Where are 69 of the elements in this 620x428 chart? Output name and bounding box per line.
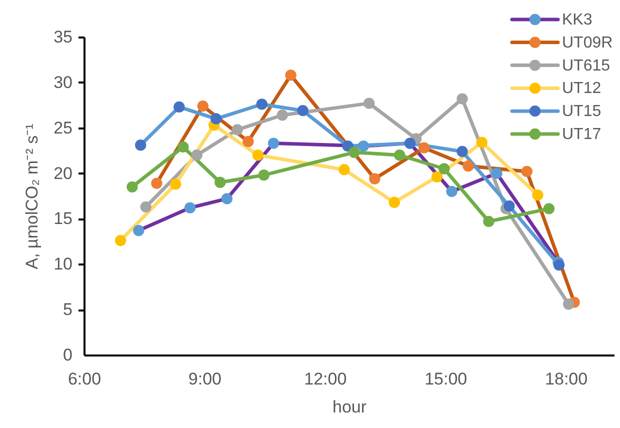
- point: [221, 193, 233, 204]
- point: [363, 98, 375, 109]
- point: [114, 234, 126, 246]
- y-tick-label: 35: [54, 28, 72, 46]
- point: [197, 100, 208, 112]
- point: [256, 98, 268, 110]
- point: [394, 150, 406, 161]
- x-tick-label: 9:00: [188, 370, 222, 388]
- point: [297, 105, 308, 116]
- legend-label: UT17: [562, 126, 602, 143]
- point: [532, 190, 544, 201]
- point: [388, 196, 400, 208]
- legend-label: UT09R: [562, 34, 613, 52]
- point: [184, 202, 196, 214]
- point: [476, 136, 488, 148]
- point: [285, 70, 296, 81]
- point: [151, 178, 162, 189]
- y-tick-label: 10: [54, 254, 72, 274]
- x-tick-label: 6:00: [68, 370, 102, 388]
- legend-label: UT12: [562, 80, 602, 98]
- point: [456, 146, 468, 158]
- x-tick-label: 18:00: [545, 370, 588, 388]
- point: [418, 142, 430, 154]
- legend-label: KK3: [562, 12, 592, 28]
- y-tick-label: 30: [54, 72, 72, 92]
- y-tick-label: 20: [54, 164, 72, 183]
- point: [140, 201, 152, 212]
- point: [242, 136, 254, 148]
- point: [338, 164, 350, 176]
- x-tick-label: 15:00: [424, 370, 468, 388]
- point: [214, 176, 226, 188]
- point: [563, 298, 574, 310]
- point: [178, 141, 189, 153]
- point: [252, 150, 264, 161]
- point: [133, 224, 144, 236]
- point: [210, 113, 222, 124]
- point: [369, 173, 380, 184]
- point: [358, 140, 370, 152]
- point: [174, 101, 185, 113]
- point: [553, 259, 565, 271]
- y-tick-label: 5: [63, 300, 72, 320]
- legend-label: UT15: [562, 103, 602, 120]
- point: [191, 150, 202, 161]
- point: [446, 186, 458, 198]
- point: [521, 166, 532, 178]
- y-tick-label: 15: [54, 209, 72, 228]
- y-tick-label: 0: [63, 346, 72, 364]
- point: [438, 163, 450, 174]
- x-axis-title: hour: [332, 398, 367, 416]
- point: [491, 168, 502, 179]
- point: [504, 200, 515, 212]
- point: [431, 171, 443, 182]
- point: [348, 146, 360, 158]
- x-tick-label: 12:00: [304, 370, 347, 388]
- point: [232, 124, 243, 136]
- point: [456, 93, 468, 104]
- point: [268, 138, 280, 149]
- point: [135, 140, 146, 151]
- point: [170, 178, 182, 190]
- point: [342, 140, 354, 152]
- point: [126, 181, 138, 192]
- y-axis-title: A, µmolCO₂ m⁻² s⁻¹: [22, 123, 42, 270]
- point: [483, 216, 494, 228]
- legend-label: UT615: [562, 57, 610, 74]
- point: [276, 110, 288, 121]
- y-tick-label: 25: [54, 118, 72, 138]
- point: [258, 170, 270, 181]
- point: [543, 203, 555, 214]
- point: [462, 160, 474, 172]
